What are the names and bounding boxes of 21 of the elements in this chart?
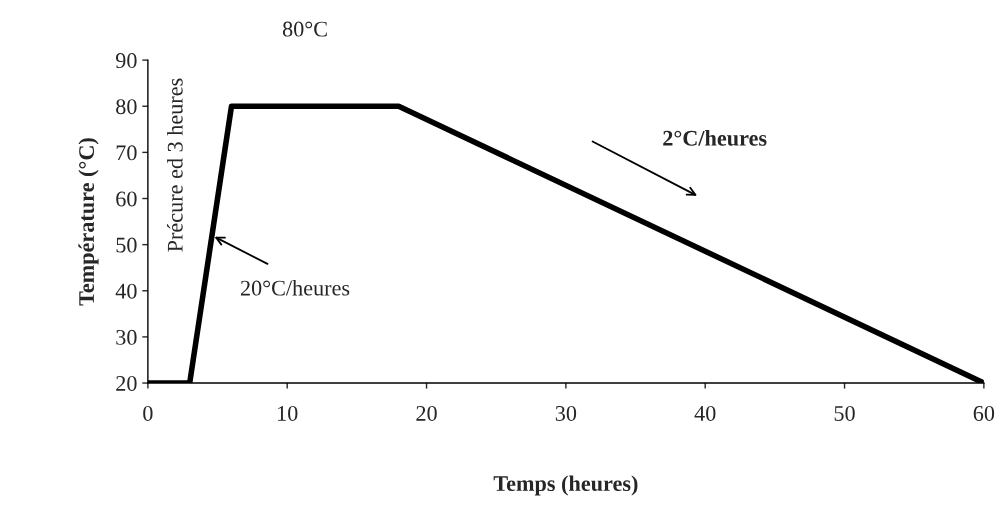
y-tick-label: 80 [116,99,137,115]
x-tick-label: 10 [278,405,298,421]
y-tick-label: 30 [116,329,137,345]
x-tick-label: 40 [694,405,716,421]
y-tick-label: 50 [116,237,137,253]
y-tick-label: 40 [115,283,137,299]
annotation: 2°C/heures [663,130,767,146]
x-tick-label: 30 [555,405,577,421]
x-tick-label: 0 [143,405,153,421]
x-axis-title: Temps (heures) [493,475,638,496]
y-tick-label: 60 [116,191,137,207]
annotation: 20°C/heures [240,279,350,296]
y-tick-label: 70 [116,145,137,161]
x-tick-label: 60 [973,405,995,421]
text: 80°C [282,21,327,37]
x-tick-label: 50 [834,405,855,421]
annotation: Précure ed 3 heures [167,78,183,252]
x-tick-label: 20 [416,405,437,421]
y-axis-title: Température (°C) [78,138,99,306]
y-tick-label: 90 [115,53,137,69]
y-tick-label: 20 [116,375,137,391]
